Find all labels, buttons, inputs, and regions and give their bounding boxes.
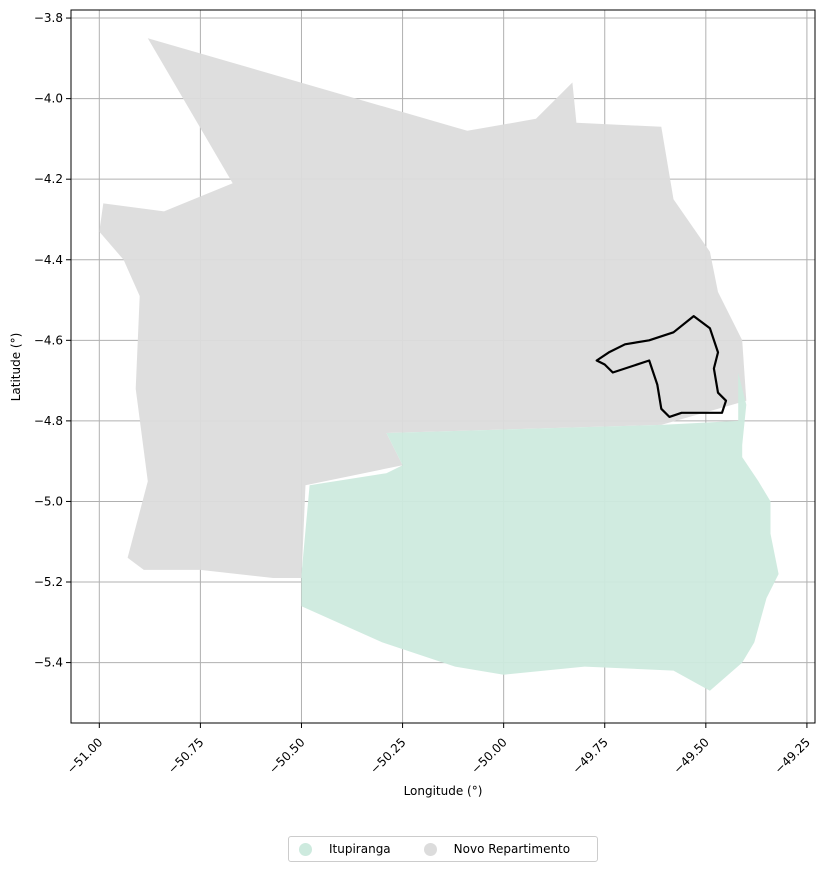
y-tick-label: −4.8 — [34, 414, 63, 428]
region-itupiranga — [301, 372, 779, 691]
y-tick-label: −5.2 — [34, 575, 63, 589]
legend-item-itupiranga: Itupiranga — [299, 842, 391, 856]
y-tick-label: −5.0 — [34, 494, 63, 508]
x-tick-label: −51.00 — [64, 735, 105, 776]
y-tick-label: −3.8 — [34, 11, 63, 25]
x-tick-label: −49.25 — [772, 735, 813, 776]
y-tick-label: −4.2 — [34, 172, 63, 186]
region-novo-repartimento — [99, 38, 747, 578]
x-tick-label: −49.50 — [671, 735, 712, 776]
plot-frame — [70, 9, 816, 724]
legend-marker-itupiranga — [299, 842, 312, 856]
x-tick-label: −50.25 — [367, 735, 408, 776]
x-tick-label: −50.75 — [165, 735, 206, 776]
y-tick-label: −4.0 — [34, 92, 63, 106]
overlay-boundary — [595, 315, 728, 418]
x-axis-title: Longitude (°) — [404, 784, 483, 798]
x-tick-label: −49.75 — [570, 735, 611, 776]
legend-item-novo-repartimento: Novo Repartimento — [423, 842, 571, 856]
region-polygons — [99, 38, 779, 691]
y-tick-label: −5.4 — [34, 656, 63, 670]
y-tick-label: −4.4 — [34, 253, 63, 267]
legend-label-novo-repartimento: Novo Repartimento — [453, 842, 571, 856]
y-tick-label: −4.6 — [34, 333, 63, 347]
legend-marker-novo-repartimento — [423, 842, 437, 856]
legend-label-itupiranga: Itupiranga — [329, 842, 391, 856]
legend: Itupiranga Novo Repartimento — [288, 836, 598, 862]
x-tick-label: −50.50 — [266, 735, 307, 776]
overlay-outline — [595, 315, 728, 418]
x-tick-label: −50.00 — [468, 735, 509, 776]
y-axis-title: Latitude (°) — [9, 333, 23, 402]
